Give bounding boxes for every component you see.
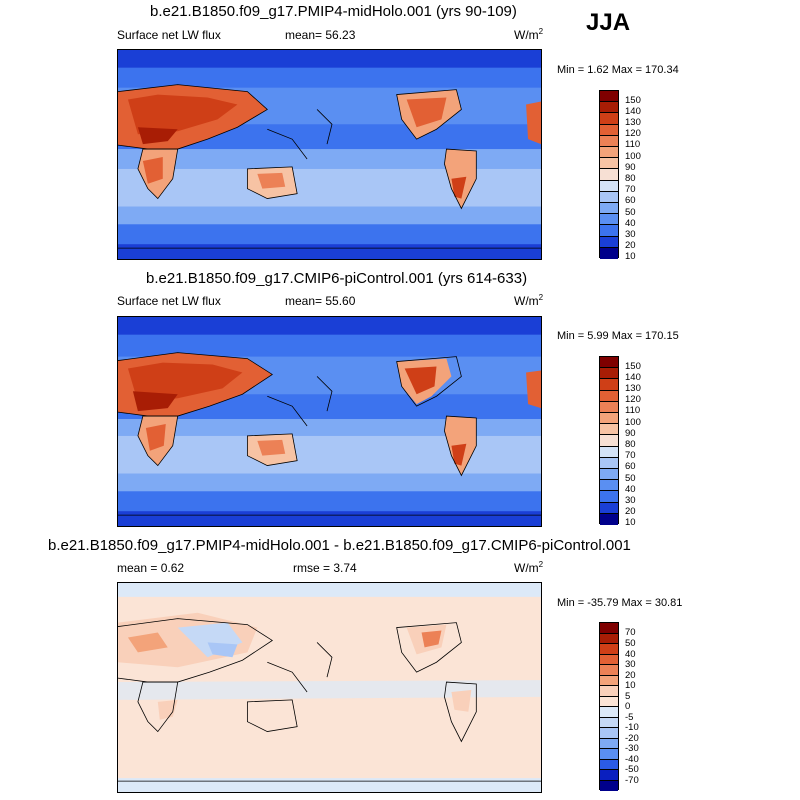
panel-3-map — [117, 582, 542, 793]
colorbar-tick: 40 — [625, 484, 636, 495]
colorbar-tick: 120 — [625, 128, 641, 139]
colorbar-tick: 110 — [625, 405, 641, 416]
colorbar-tick: 20 — [625, 240, 636, 251]
panel-1-title: b.e21.B1850.f09_g17.PMIP4-midHolo.001 (y… — [150, 3, 517, 20]
colorbar-tick: 90 — [625, 162, 636, 173]
colorbar-tick: 0 — [625, 701, 631, 712]
panel-1-min-max: Min = 1.62 Max = 170.34 — [557, 64, 679, 76]
panel-3-min-max: Min = -35.79 Max = 30.81 — [557, 597, 683, 609]
colorbar-tick: 50 — [625, 638, 636, 649]
colorbar-tick: 100 — [625, 417, 641, 428]
colorbar-tick: 70 — [625, 450, 636, 461]
colorbar-tick: 50 — [625, 473, 636, 484]
colorbar-tick: -70 — [625, 775, 639, 786]
colorbar-tick: 130 — [625, 117, 641, 128]
colorbar-tick: 90 — [625, 428, 636, 439]
panel-2-title: b.e21.B1850.f09_g17.CMIP6-piControl.001 … — [146, 270, 528, 287]
colorbar-tick: 20 — [625, 506, 636, 517]
panel-1-colorbar — [599, 90, 619, 259]
season-label: JJA — [586, 9, 631, 36]
colorbar-tick: -10 — [625, 722, 639, 733]
colorbar-tick: -20 — [625, 733, 639, 744]
colorbar-tick: -50 — [625, 764, 639, 775]
colorbar-tick: 150 — [625, 95, 641, 106]
panel-2-map — [117, 316, 542, 527]
colorbar-tick: 10 — [625, 517, 636, 528]
colorbar-tick: 140 — [625, 372, 641, 383]
colorbar-tick: 30 — [625, 229, 636, 240]
panel-3-units: W/m2 — [514, 560, 544, 576]
colorbar-tick: -30 — [625, 743, 639, 754]
panel-1-mean-label: mean= 56.23 — [285, 28, 356, 42]
panel-2-units: W/m2 — [514, 293, 544, 309]
colorbar-tick: 100 — [625, 151, 641, 162]
colorbar-tick: 140 — [625, 106, 641, 117]
colorbar-tick: -5 — [625, 712, 634, 723]
colorbar-tick: 60 — [625, 195, 636, 206]
colorbar-tick: 50 — [625, 207, 636, 218]
colorbar-tick: 40 — [625, 218, 636, 229]
panel-2-variable-label: Surface net LW flux — [117, 294, 221, 308]
panel-1-map — [117, 49, 542, 260]
panel-2-min-max: Min = 5.99 Max = 170.15 — [557, 330, 679, 342]
colorbar-tick: 120 — [625, 394, 641, 405]
panel-1-variable-label: Surface net LW flux — [117, 28, 221, 42]
colorbar-tick: -40 — [625, 754, 639, 765]
panel-2-colorbar — [599, 356, 619, 525]
colorbar-tick: 30 — [625, 495, 636, 506]
colorbar-tick: 10 — [625, 251, 636, 262]
panel-3-rmse-label: rmse = 3.74 — [293, 561, 357, 575]
panel-1-units: W/m2 — [514, 27, 544, 43]
colorbar-tick: 130 — [625, 383, 641, 394]
panel-3-title: b.e21.B1850.f09_g17.PMIP4-midHolo.001 - … — [48, 537, 631, 554]
colorbar-tick: 5 — [625, 691, 631, 702]
panel-3-colorbar — [599, 622, 619, 791]
panel-2-mean-label: mean= 55.60 — [285, 294, 356, 308]
colorbar-tick: 20 — [625, 670, 636, 681]
colorbar-tick: 80 — [625, 173, 636, 184]
panel-3-mean-label: mean = 0.62 — [117, 561, 185, 575]
colorbar-tick: 40 — [625, 649, 636, 660]
colorbar-tick: 60 — [625, 461, 636, 472]
colorbar-tick: 80 — [625, 439, 636, 450]
colorbar-tick: 150 — [625, 361, 641, 372]
colorbar-tick: 70 — [625, 627, 636, 638]
colorbar-tick: 30 — [625, 659, 636, 670]
colorbar-tick: 110 — [625, 139, 641, 150]
colorbar-tick: 10 — [625, 680, 636, 691]
colorbar-tick: 70 — [625, 184, 636, 195]
